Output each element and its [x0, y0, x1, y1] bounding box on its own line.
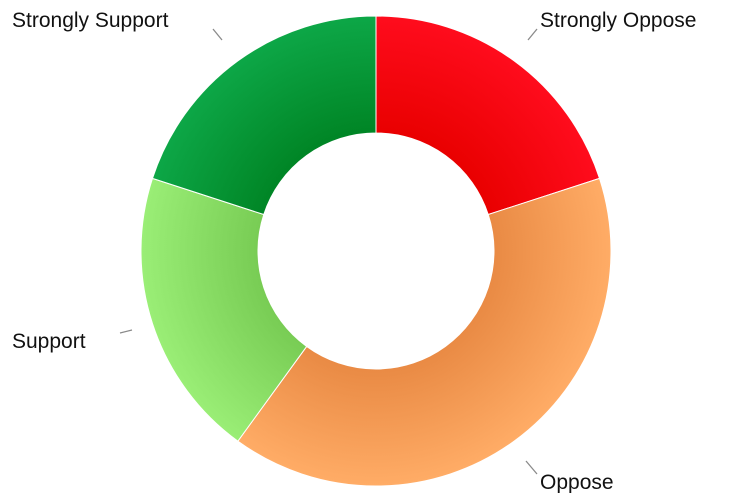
leader-lines-layer [119, 28, 538, 475]
slice-label-strongly-oppose: Strongly Oppose [540, 9, 696, 32]
leader-line-strongly-oppose [527, 28, 538, 41]
slice-support [140, 177, 308, 442]
slice-strongly-support [151, 15, 377, 216]
slice-label-oppose: Oppose [540, 471, 614, 493]
slice-label-strongly-support: Strongly Support [12, 9, 169, 32]
slice-oppose [237, 177, 612, 487]
leader-line-strongly-support [212, 28, 223, 41]
labels-layer: Strongly Oppose Oppose Support Strongly Sup… [12, 9, 696, 493]
slices-layer [140, 15, 612, 487]
leader-line-support [119, 329, 133, 334]
slice-label-support: Support [12, 330, 86, 353]
slice-strongly-oppose [375, 15, 601, 216]
leader-line-oppose [525, 460, 538, 475]
